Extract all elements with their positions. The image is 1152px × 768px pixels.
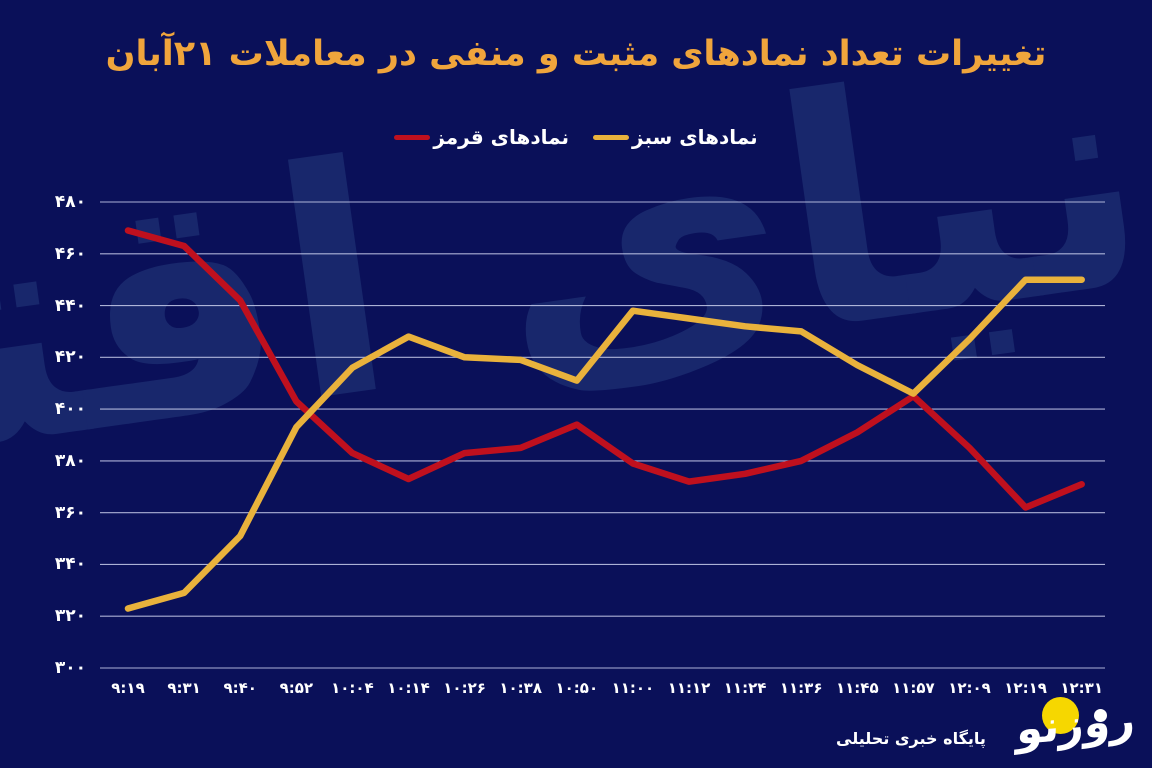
site-tagline: پایگاه خبری تحلیلی xyxy=(836,729,986,748)
legend-label-green: نمادهای سبز xyxy=(632,125,758,149)
x-axis-tick-label: ۹:۴۰ xyxy=(223,679,257,697)
x-axis-tick-label: ۱۱:۴۵ xyxy=(835,679,879,697)
x-axis-tick-label: ۱۰:۵۰ xyxy=(555,679,599,697)
logo-sun-circle-icon xyxy=(1042,697,1079,734)
red-symbols-line xyxy=(124,227,1085,511)
y-axis-tick-label: ۴۰۰ xyxy=(54,399,86,420)
y-axis-tick-label: ۴۲۰ xyxy=(54,347,86,368)
y-axis-tick-label: ۳۶۰ xyxy=(54,502,86,523)
x-axis-tick-label: ۱۲:۱۹ xyxy=(1004,679,1047,697)
x-axis-tick-label: ۱۱:۲۴ xyxy=(723,679,767,697)
x-axis-tick-label: ۹:۱۹ xyxy=(111,679,145,697)
y-axis-tick-label: ۳۰۰ xyxy=(54,658,86,678)
green-symbols-line xyxy=(124,276,1085,612)
x-axis-tick-label: ۱۰:۱۴ xyxy=(387,679,430,697)
roozno-logo: روزنو xyxy=(1000,692,1152,768)
logo-wordmark: روزنو xyxy=(1015,694,1137,756)
x-axis-tick-label: ۹:۵۲ xyxy=(279,679,314,697)
legend-label-red: نمادهای قرمز xyxy=(433,125,570,149)
x-axis-tick-label: ۱۰:۰۴ xyxy=(331,679,374,697)
legend-item-green: نمادهای سبز xyxy=(593,125,758,149)
x-axis-tick-label: ۱۲:۰۹ xyxy=(948,679,991,697)
y-axis-tick-label: ۳۴۰ xyxy=(54,554,86,575)
legend-swatch-red-line-icon xyxy=(394,134,431,140)
legend-swatch-green-line-icon xyxy=(593,134,630,140)
chart-legend: نمادهای سبز نمادهای قرمز xyxy=(0,125,1152,149)
y-axis-tick-label: ۴۸۰ xyxy=(54,192,86,212)
y-axis-tick-label: ۳۸۰ xyxy=(54,450,86,471)
x-axis-tick-label: ۱۱:۳۶ xyxy=(779,679,823,697)
x-axis-tick-label: ۱۰:۲۶ xyxy=(443,679,486,697)
y-axis-tick-label: ۴۴۰ xyxy=(54,295,86,316)
x-axis-tick-label: ۹:۳۱ xyxy=(167,679,201,697)
gridlines xyxy=(100,201,1105,669)
x-axis-tick-label: ۱۱:۱۲ xyxy=(667,679,711,697)
x-axis-tick-label: ۱۱:۰۰ xyxy=(611,679,655,697)
legend-item-red: نمادهای قرمز xyxy=(394,125,569,149)
y-axis-tick-label: ۳۲۰ xyxy=(54,606,86,627)
x-axis-tick-label: ۱۱:۵۷ xyxy=(892,679,935,697)
y-axis-tick-label: ۴۶۰ xyxy=(54,243,86,264)
chart-title: تغییرات تعداد نمادهای مثبت و منفی در معا… xyxy=(105,34,1047,74)
logo-dot-icon xyxy=(1094,709,1107,722)
x-axis-tick-label: ۱۲:۳۱ xyxy=(1060,679,1103,697)
x-axis-tick-label: ۱۰:۳۸ xyxy=(499,679,542,697)
